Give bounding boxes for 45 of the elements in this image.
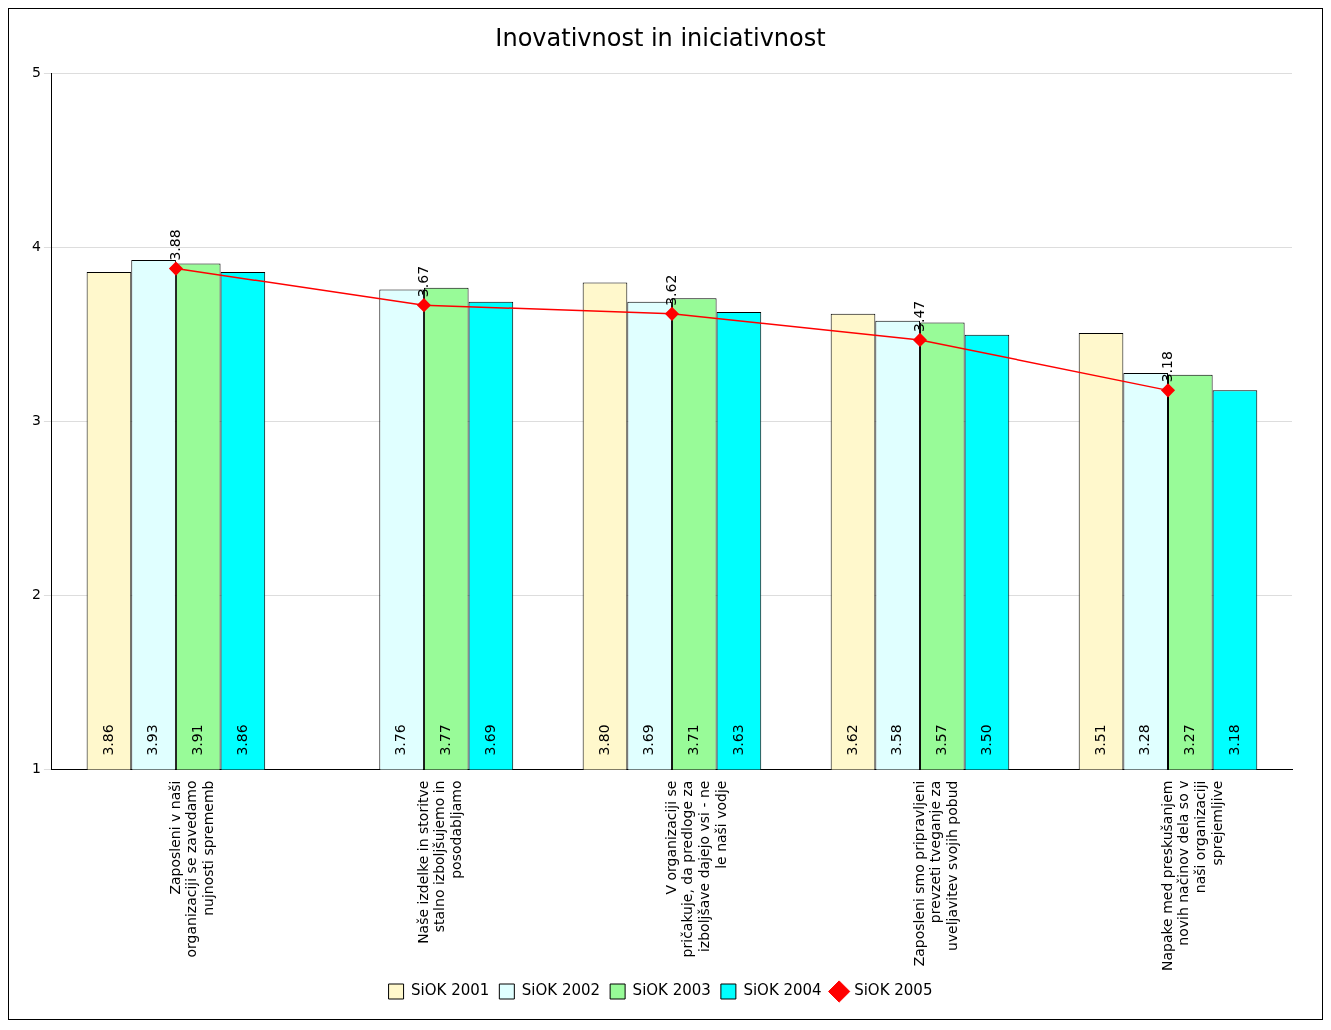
y-tick-label: 4 [31,238,41,255]
data-label: 3.28 [1136,724,1153,756]
x-tick-label: V organizaciji se pričakuje, da predloge za izboljšave dajejo vsi - ne le naši vodje [662,780,729,958]
point [913,333,927,347]
x-tick-label: Napake med preskušanjem novih načinov dela so v naši organizaciji sprejemljive [1158,780,1226,972]
chart-title: Inovativnost in iniciativnost [495,23,826,52]
x-tick-label: Naše izdelke in storitve stalno izboljšujemo in posodabljamo [414,780,465,944]
y-tick-label: 3 [31,412,41,429]
legend-label: SiOK 2002 [521,981,601,1000]
data-label: 3.27 [1180,724,1197,756]
data-label: 3.62 [662,274,679,306]
y-tick-label: 1 [31,760,41,777]
data-label: 3.62 [843,724,860,756]
data-label: 3.77 [436,724,453,756]
data-label: 3.91 [188,724,205,756]
y-tick-label: 2 [31,586,41,603]
point [417,298,431,312]
data-label: 3.67 [414,265,431,298]
data-label: 3.86 [99,724,116,756]
point [1161,383,1175,398]
legend-label: SiOK 2003 [632,981,711,1000]
legend-label: SiOK 2005 [854,981,933,1000]
data-label: 3.18 [1158,351,1175,383]
x-tick-label: Zaposleni v naši organizaciji se zavedamo nujnosti sprememb [166,780,217,958]
data-label: 3.58 [888,724,905,756]
legend-label: SiOK 2004 [743,981,822,1000]
data-label: 3.47 [910,300,927,332]
data-label: 3.51 [1091,724,1108,756]
data-label: 3.71 [684,724,701,756]
point [665,307,679,321]
data-label: 3.18 [1225,724,1242,756]
point [169,261,183,276]
data-label: 3.86 [233,724,250,756]
data-label: 3.57 [932,724,949,756]
data-label: 3.69 [640,724,657,756]
data-label: 3.63 [729,724,746,756]
data-label: 3.50 [977,724,994,756]
data-label: 3.69 [481,724,498,756]
y-tick-label: 5 [31,64,41,81]
data-label: 3.93 [144,724,161,756]
data-label: 3.80 [595,724,612,756]
data-label: 3.88 [166,229,183,261]
x-tick-label: Zaposleni smo pripravljeni prevzeti tveganje za uveljavitev svojih pobud [910,780,961,967]
data-label: 3.76 [392,724,409,756]
legend-label: SiOK 2001 [411,981,490,1000]
